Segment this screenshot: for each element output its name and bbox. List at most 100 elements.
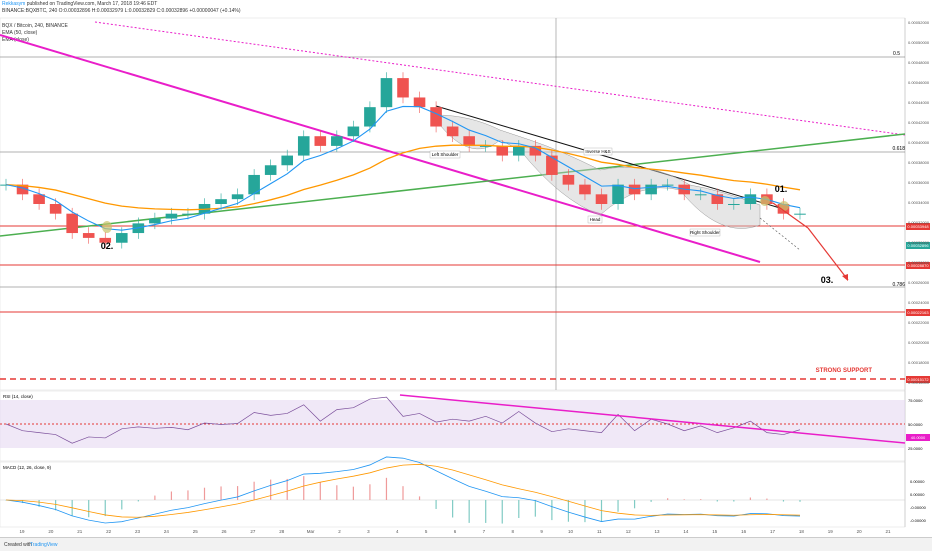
ema-fast-line [5,105,801,231]
rsi-label-75: 75.0000 [908,398,923,403]
rsi-label-25: 25.0000 [908,446,923,451]
left-shoulder-box [429,150,461,159]
macd-bar [170,491,173,500]
candle-body [562,174,575,185]
candles-group [0,72,806,249]
macd-bar [154,495,156,500]
macd-bar [683,499,685,500]
time-axis-label: 4 [396,529,399,534]
time-axis-label: 14 [683,529,689,534]
time-axis-label: Mar [307,529,315,534]
time-axis-label: 7 [483,529,486,534]
fib-label-0786: 0.786 [892,282,905,288]
time-axis-label: 5 [425,529,428,534]
tag-mid-red [906,262,930,269]
macd-bar [336,485,338,500]
macd-bar [700,499,702,500]
ema-slow-line [5,144,801,211]
time-axis-label: 17 [770,529,776,534]
tag-mid-red-text: 0.00028870 [907,263,929,268]
publisher-name[interactable]: Rekkasym [2,1,26,7]
tradingview-logo[interactable]: TradingView [30,542,58,548]
rsi-value-tag [906,434,930,441]
macd-bar [137,500,139,502]
price-axis-label: 0.00046000 [908,80,930,85]
candle-body [248,174,260,195]
candle-body [264,165,277,175]
label-02: 02. [101,241,114,251]
macd-bar [485,500,487,523]
time-axis-label: 23 [135,529,141,534]
macd-bar [55,500,57,511]
right-shoulder-label: Right Shoulder [690,230,720,235]
candle-body [49,204,62,214]
tag-lower-red-text: 0.00022163 [907,310,929,315]
macd-bar [468,500,470,523]
macd-bar [418,496,421,500]
label-01: 01. [775,184,788,194]
highlight-02 [102,221,112,233]
price-axis-label: 0.00030000 [908,240,930,245]
macd-bar [21,500,24,504]
candle-body [33,194,45,204]
time-axis-label: 19 [19,529,25,534]
price-axis-label: 0.00034000 [908,200,930,205]
price-axis-label: 0.00022000 [908,320,930,325]
label-03: 03. [821,275,834,285]
time-axis-label: 9 [540,529,543,534]
macd-bar [766,498,768,500]
macd-bar [633,500,636,509]
macd-bar [104,500,106,517]
candle-body [297,136,310,156]
candle-body [182,213,194,215]
candle-body [628,184,641,195]
macd-bar [286,478,288,500]
candle-body [231,194,244,200]
macd-bar [799,500,801,502]
macd-bar [220,486,222,500]
time-axis-label: 27 [250,529,256,534]
price-axis-label: 0.00050000 [908,40,930,45]
tag-upper-red [906,223,930,230]
time-axis-label: 21 [885,529,891,534]
macd-bar [501,500,503,524]
macd-label-4: -0.00000 [910,518,927,523]
time-axis-label: 18 [799,529,805,534]
macd-bar [749,497,751,500]
macd-bar [551,500,553,521]
strong-support-label: STRONG SUPPORT [816,368,873,374]
left-shoulder-label: Left Shoulder [432,152,459,157]
macd-bar [38,500,40,507]
time-axis-label: 21 [77,529,83,534]
time-axis[interactable]: 19 20 21 22 23 24 25 26 27 28 Mar 2 3 4 5 6 7 8 9 10 11 12 13 1… [19,529,891,534]
candle-body [645,184,657,195]
footer-text: Created with [4,542,33,548]
published-text: published on TradingView.com, March 17, … [26,1,158,7]
candle-body [579,184,591,195]
candle-body [413,97,426,108]
price-axis-label: 0.00048000 [908,60,930,65]
price-axis-label: 0.00020000 [908,340,930,345]
symbol-line: BINANCE:BQXBTC, 240 O:0.00032896 H:0.000… [2,8,241,14]
candle-body [595,194,608,204]
price-axis-label: 0.00038000 [908,160,930,165]
dashed-projection [759,217,801,251]
time-axis-label: 20 [48,529,54,534]
macd-label-2: 0.00000 [910,492,925,497]
footer: Created with TradingView [0,537,932,551]
time-axis-label: 6 [454,529,457,534]
price-axis-label: 0.00032000 [908,220,930,225]
time-axis-label: 13 [655,529,661,534]
macd-line [5,456,801,524]
macd-bar [617,500,619,512]
pane-title: BQX / Bitcoin, 240, BINANCE [2,23,68,29]
price-axis-label: 0.00016000 [908,380,930,385]
macd-title: MACD (12, 26, close, 9) [3,465,52,470]
price-axis[interactable]: 0.00052000 0.00050000 0.00048000 0.00046000… [908,20,930,385]
price-axis-label: 0.00036000 [908,180,930,185]
candle-body [149,218,161,224]
time-axis-label: 3 [367,529,370,534]
macd-bar [121,500,123,510]
macd-bar [782,500,785,502]
macd-bar [650,500,652,502]
